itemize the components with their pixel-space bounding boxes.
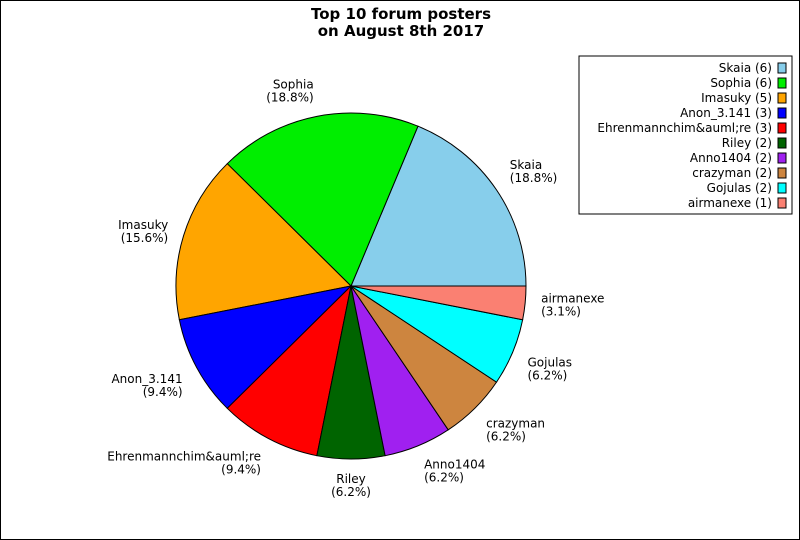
pie-slices (175, 112, 527, 460)
legend-swatch-crazyman (777, 167, 787, 179)
pie-slice-imasuky (175, 162, 353, 321)
pie-slice-ehrenmannchim-auml-re (226, 284, 352, 457)
slice-label-crazyman: crazyman (486, 417, 545, 431)
slice-label-skaia: Skaia (510, 158, 542, 172)
chart-title-line-1: Top 10 forum posters (311, 5, 491, 23)
slice-label-sophia: Sophia (273, 78, 314, 92)
slice-percent-skaia: (18.8%) (510, 171, 557, 185)
pie-slice-sophia (226, 112, 419, 287)
legend-label-sophia: Sophia (6) (710, 76, 772, 90)
legend-swatch-skaia (777, 62, 787, 74)
slice-label-anno1404: Anno1404 (424, 458, 485, 472)
legend-swatch-airmanexe (777, 197, 787, 209)
legend-label-airmanexe: airmanexe (1) (688, 196, 772, 210)
legend-box (578, 55, 793, 215)
slice-percent-riley: (6.2%) (331, 485, 371, 499)
legend-swatch-anon-3-141 (777, 107, 787, 119)
slice-percent-anno1404: (6.2%) (424, 471, 464, 485)
slice-percent-airmanexe: (3.1%) (541, 305, 581, 319)
pie-slice-skaia (350, 125, 527, 287)
slice-label-airmanexe: airmanexe (541, 292, 604, 306)
legend-swatch-gojulas (777, 182, 787, 194)
legend-label-anon-3-141: Anon_3.141 (3) (680, 106, 772, 120)
legend-swatch-ehrenmannchim-auml-re (777, 122, 787, 134)
slice-percent-crazyman: (6.2%) (486, 430, 526, 444)
legend-label-ehrenmannchim-auml-re: Ehrenmannchim&auml;re (3) (597, 121, 772, 135)
legend-label-anno1404: Anno1404 (2) (690, 151, 772, 165)
slice-percent-imasuky: (15.6%) (121, 231, 168, 245)
legend-label-riley: Riley (2) (722, 136, 772, 150)
legend-swatch-riley (777, 137, 787, 149)
legend-label-gojulas: Gojulas (2) (707, 181, 772, 195)
slice-label-imasuky: Imasuky (118, 218, 168, 232)
legend-swatch-sophia (777, 77, 787, 89)
slice-percent-anon-3-141: (9.4%) (143, 385, 183, 399)
legend-label-imasuky: Imasuky (5) (701, 91, 772, 105)
legend-label-crazyman: crazyman (2) (692, 166, 772, 180)
pie-slice-airmanexe (350, 285, 527, 321)
legend-swatch-anno1404 (777, 152, 787, 164)
legend-swatch-imasuky (777, 92, 787, 104)
slice-label-anon-3-141: Anon_3.141 (111, 372, 182, 386)
pie-slice-anon-3-141 (178, 285, 353, 410)
slice-label-gojulas: Gojulas (528, 355, 573, 369)
legend: Skaia (6)Sophia (6)Imasuky (5)Anon_3.141… (578, 55, 793, 215)
slice-percent-sophia: (18.8%) (266, 91, 313, 105)
slice-percent-gojulas: (6.2%) (528, 368, 568, 382)
slice-labels: Skaia(18.8%)Sophia(18.8%)Imasuky(15.6%)A… (107, 78, 604, 499)
slice-percent-ehrenmannchim-auml-re: (9.4%) (221, 463, 261, 477)
slice-label-riley: Riley (336, 472, 366, 486)
slice-label-ehrenmannchim-auml-re: Ehrenmannchim&auml;re (107, 450, 261, 464)
chart-title-line-2: on August 8th 2017 (318, 22, 485, 40)
legend-label-skaia: Skaia (6) (719, 61, 772, 75)
